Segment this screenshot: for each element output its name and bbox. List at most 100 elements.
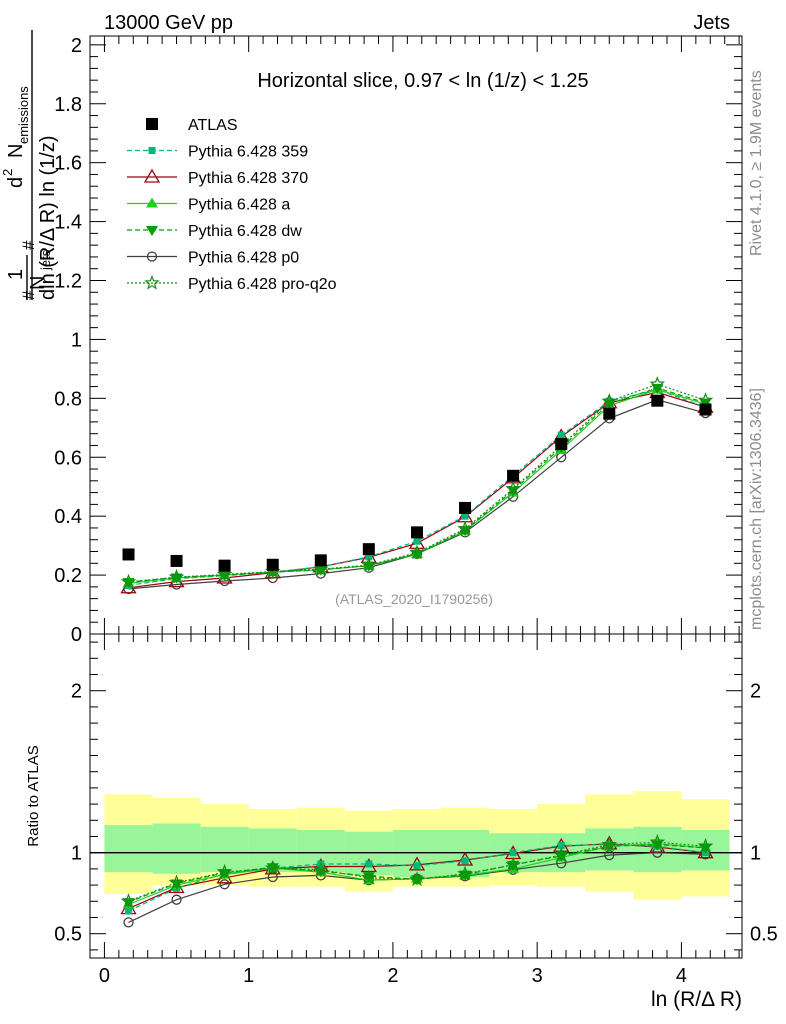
main-point-pq2o bbox=[457, 520, 473, 536]
main-point-p359 bbox=[557, 431, 565, 439]
main-ytick-label: 0.8 bbox=[54, 388, 82, 410]
inner-uncertainty-band bbox=[392, 830, 441, 877]
legend-label-p0: Pythia 6.428 p0 bbox=[188, 250, 299, 267]
main-point-pq2o bbox=[601, 393, 618, 408]
main-line-pq2o bbox=[128, 383, 706, 583]
main-point-pq2o bbox=[313, 561, 329, 576]
x-axis-label: ln (R/Δ R) bbox=[651, 988, 742, 1011]
legend-label-p359: Pythia 6.428 359 bbox=[188, 144, 308, 161]
main-series-p0 bbox=[123, 394, 711, 595]
main-point-atlas bbox=[651, 394, 664, 407]
legend-marker-p370 bbox=[143, 168, 161, 183]
inner-uncertainty-band bbox=[152, 823, 201, 874]
ratio-point-dw bbox=[218, 868, 231, 879]
main-point-atlas bbox=[266, 558, 279, 571]
ratio-point-pq2o bbox=[409, 871, 425, 887]
mcplots-source-label: mcplots.cern.ch [arXiv:1306.3436] bbox=[748, 388, 765, 630]
ratio-point-dw bbox=[362, 872, 375, 883]
ratio-ytick-label: 0.5 bbox=[54, 924, 82, 946]
header-left: 13000 GeV pp bbox=[104, 12, 233, 34]
main-point-pq2o bbox=[649, 376, 666, 391]
main-point-atlas bbox=[122, 548, 135, 561]
ratio-point-p359 bbox=[461, 857, 469, 865]
main-point-atlas bbox=[170, 554, 183, 567]
main-point-pq2o bbox=[168, 568, 185, 584]
main-series-group bbox=[120, 376, 714, 595]
main-point-p359 bbox=[413, 537, 421, 545]
main-point-atlas bbox=[459, 501, 472, 514]
legend-marker-pq2o bbox=[144, 274, 160, 290]
main-y-axis-label: # 1 N jets d 2 N emissions # dln (R/Δ R)… bbox=[0, 30, 59, 300]
main-panel: 0 0.2 0.4 0.6 0.8 1 1.2 1.4 1.6 1.8 2 Horizontal s… bbox=[54, 35, 743, 646]
ratio-frame bbox=[89, 633, 743, 959]
y-label-nem-sub: emissions bbox=[16, 86, 31, 144]
legend-label-p370: Pythia 6.428 370 bbox=[188, 170, 308, 187]
ratio-xtick-label: 2 bbox=[387, 965, 398, 987]
legend-label-dw: Pythia 6.428 dw bbox=[188, 223, 302, 240]
ratio-point-pq2o bbox=[697, 838, 714, 853]
main-point-dw bbox=[411, 549, 424, 560]
legend-label-a: Pythia 6.428 a bbox=[188, 197, 290, 214]
main-ytick-label: 0.6 bbox=[54, 447, 82, 469]
ratio-point-pq2o bbox=[553, 846, 569, 862]
main-point-atlas bbox=[603, 407, 616, 420]
main-point-atlas bbox=[507, 469, 520, 482]
ratio-point-pq2o bbox=[457, 865, 473, 881]
y-label-njets-sub: jets bbox=[38, 249, 53, 271]
ratio-xtick-label: 4 bbox=[676, 965, 687, 987]
ratio-point-p359 bbox=[557, 841, 565, 849]
main-point-atlas bbox=[699, 403, 712, 416]
y-label-d2-sup: 2 bbox=[0, 169, 15, 176]
legend-label-pq2o: Pythia 6.428 pro-q2o bbox=[188, 276, 337, 293]
ratio-point-pq2o bbox=[649, 834, 666, 849]
ratio-point-p0 bbox=[171, 894, 182, 905]
main-point-p359 bbox=[461, 512, 469, 520]
main-ytick-label: 0.4 bbox=[54, 506, 82, 528]
main-point-atlas bbox=[362, 543, 375, 556]
legend-marker-a bbox=[146, 197, 158, 208]
ratio-point-p0 bbox=[219, 879, 230, 890]
main-ytick-label: 1 bbox=[71, 329, 82, 351]
y-label-denominator: dln (R/Δ R) ln (1/z) bbox=[37, 135, 59, 300]
main-series-p370 bbox=[120, 384, 714, 594]
ratio-point-p359 bbox=[125, 907, 133, 915]
main-ytick-label: 1.4 bbox=[54, 212, 82, 234]
ratio-point-dw bbox=[170, 879, 183, 890]
ratio-series-pq2o bbox=[120, 834, 714, 908]
ratio-point-p0 bbox=[123, 917, 134, 928]
ratio-point-dw bbox=[555, 851, 568, 862]
y-label-hash2: # bbox=[19, 240, 38, 250]
y-label-one: 1 bbox=[5, 269, 27, 280]
y-label-nem: N bbox=[5, 144, 27, 158]
main-ytick-label: 2 bbox=[71, 35, 82, 57]
ratio-point-p359 bbox=[509, 849, 517, 857]
main-point-dw bbox=[218, 571, 231, 582]
ratio-line-pq2o bbox=[128, 841, 706, 902]
ratio-point-pq2o bbox=[168, 874, 185, 890]
main-line-p0 bbox=[128, 399, 706, 590]
main-series-atlas bbox=[122, 394, 712, 572]
ratio-point-pq2o bbox=[361, 869, 377, 885]
main-ytick-label: 0 bbox=[71, 624, 82, 646]
main-series-pq2o bbox=[120, 376, 714, 589]
ratio-ytick-label: 2 bbox=[71, 681, 82, 703]
ratio-ytick-label: 1 bbox=[71, 843, 82, 865]
main-point-dw bbox=[122, 578, 135, 589]
header-right: Jets bbox=[693, 12, 730, 34]
y-label-hash: # bbox=[19, 290, 38, 300]
main-point-pq2o bbox=[409, 544, 425, 560]
inner-uncertainty-band bbox=[344, 831, 393, 876]
ratio-xtick-label: 1 bbox=[243, 965, 254, 987]
ratio-ytick-label-right: 2 bbox=[750, 681, 761, 703]
main-series-dw bbox=[122, 384, 712, 589]
ratio-point-dw bbox=[507, 860, 520, 871]
main-ytick-label: 1.6 bbox=[54, 153, 82, 175]
ratio-xtick-label: 3 bbox=[532, 965, 543, 987]
ratio-point-pq2o bbox=[265, 859, 281, 875]
main-point-pq2o bbox=[120, 573, 137, 589]
y-label-d2: d bbox=[5, 177, 27, 188]
ratio-point-pq2o bbox=[120, 893, 137, 908]
main-ytick-label: 1.2 bbox=[54, 271, 82, 293]
ratio-y-label: Ratio to ATLAS bbox=[25, 745, 42, 846]
main-ytick-label: 0.2 bbox=[54, 565, 82, 587]
